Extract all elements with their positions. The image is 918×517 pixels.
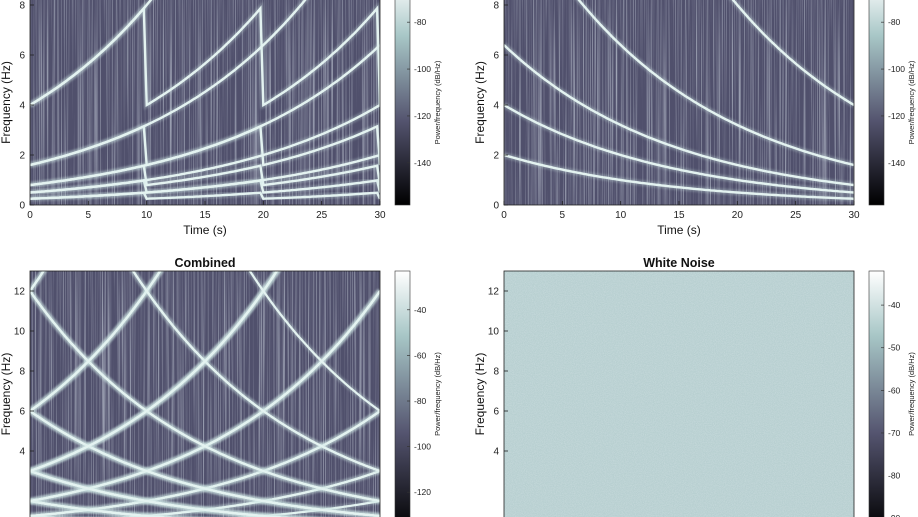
colorbar-tick-label: -90	[888, 513, 901, 517]
chirp-harmonic-2	[30, 44, 380, 187]
chirp-harmonic-0	[504, 153, 854, 200]
x-axis-label: Time (s)	[657, 223, 701, 237]
spectrogram-panel-combined: 4 6 8 10 12 Frequency (Hz) Combined -40 -60 -80 -1…	[0, 256, 442, 517]
y-tick-label: 0	[19, 201, 25, 212]
chirp-harmonic-1	[504, 103, 854, 194]
chirp-harmonic-2	[504, 44, 854, 187]
colorbar-tick-label: -80	[414, 396, 427, 406]
y-axis-label: Frequency (Hz)	[473, 61, 487, 144]
x-tick-label: 25	[316, 210, 328, 221]
spectrogram-panel-white-noise: 4 6 8 10 12 Frequency (Hz) White Noise -40 -50 -6…	[473, 256, 916, 517]
y-tick-label: 8	[493, 367, 499, 378]
colorbar	[868, 0, 885, 206]
chirp-harmonic-1	[30, 103, 380, 194]
y-tick-label: 6	[493, 407, 499, 418]
y-axis-label: Frequency (Hz)	[0, 61, 13, 144]
spectrogram-panel-top-left: 0 5 10 15 20 25 30 0 2 4 6 8 Time (s) Frequency (Hz) -…	[0, 0, 442, 237]
colorbar-label: Power/frequency (dB/Hz)	[433, 60, 442, 144]
y-axis-label: Frequency (Hz)	[473, 353, 487, 436]
y-tick-label: 6	[19, 407, 25, 418]
colorbar-tick-label: -80	[888, 471, 901, 481]
y-tick-label: 10	[488, 327, 500, 338]
y-tick-label: 4	[19, 101, 25, 112]
spectral-tracks	[30, 271, 380, 517]
rising-line-4	[30, 271, 279, 473]
spectral-tracks	[504, 0, 854, 202]
colorbar-tick-label: -40	[888, 300, 901, 310]
x-tick-label: 5	[86, 210, 92, 221]
colorbar-tick-label: -120	[888, 111, 905, 121]
x-tick-label: 30	[848, 210, 860, 221]
plot-texture	[504, 0, 854, 205]
y-tick-label: 4	[19, 447, 25, 458]
colorbar-tick-label: -40	[414, 305, 427, 315]
y-tick-label: 8	[493, 1, 499, 12]
y-tick-label: 2	[493, 151, 499, 162]
colorbar-tick-label: -80	[888, 17, 901, 27]
x-tick-label: 25	[790, 210, 802, 221]
colorbar-tick-label: -100	[888, 64, 905, 74]
x-tick-label: 20	[258, 210, 270, 221]
colorbar-tick-label: -70	[888, 428, 901, 438]
rising-line-4	[30, 271, 162, 412]
x-tick-label: 30	[374, 210, 386, 221]
falling-line-4	[248, 271, 380, 412]
colorbar-tick-label: -120	[414, 111, 431, 121]
y-tick-label: 4	[493, 101, 499, 112]
colorbar	[394, 270, 411, 517]
colorbar-label: Power/frequency (dB/Hz)	[907, 60, 916, 144]
chirp-harmonic-4	[30, 0, 153, 107]
colorbar	[868, 270, 885, 517]
colorbar	[394, 0, 411, 206]
y-tick-label: 2	[19, 151, 25, 162]
chirp-harmonic-3	[577, 0, 854, 167]
x-tick-label: 5	[560, 210, 566, 221]
colorbar-tick-label: -60	[888, 385, 901, 395]
spectral-tracks	[30, 0, 380, 202]
falling-line-3	[30, 499, 172, 517]
plot-texture	[504, 271, 854, 517]
x-tick-label: 20	[732, 210, 744, 221]
x-tick-label: 15	[673, 210, 685, 221]
y-tick-label: 6	[19, 51, 25, 62]
chirp-harmonic-3	[30, 0, 307, 167]
spectrogram-panel-top-right: 0 5 10 15 20 25 30 0 2 4 6 8 Time (s) Frequency (Hz) -…	[473, 0, 916, 237]
y-tick-label: 0	[493, 201, 499, 212]
x-axis-label: Time (s)	[183, 223, 227, 237]
colorbar-tick-label: -100	[414, 64, 431, 74]
colorbar-tick-label: -100	[414, 442, 431, 452]
plot-frame	[29, 270, 381, 517]
falling-line-4	[30, 469, 289, 517]
y-tick-label: 6	[493, 51, 499, 62]
colorbar-tick-label: -60	[414, 350, 427, 360]
chart-title: White Noise	[643, 256, 715, 270]
x-tick-label: 0	[27, 210, 33, 221]
colorbar-label: Power/frequency (dB/Hz)	[907, 352, 916, 436]
colorbar-tick-label: -140	[414, 158, 431, 168]
colorbar-tick-label: -140	[888, 158, 905, 168]
chart-title: Combined	[174, 256, 235, 270]
y-tick-label: 10	[14, 327, 26, 338]
x-tick-label: 10	[141, 210, 153, 221]
x-tick-label: 15	[199, 210, 211, 221]
colorbar-tick-label: -50	[888, 343, 901, 353]
chirp-harmonic-4	[731, 0, 854, 107]
colorbar-tick-label: -120	[414, 487, 431, 497]
x-tick-label: 10	[615, 210, 627, 221]
x-tick-label: 0	[501, 210, 507, 221]
y-tick-label: 8	[19, 1, 25, 12]
plot-frame	[503, 270, 855, 517]
plot-texture	[30, 271, 380, 517]
y-tick-label: 4	[493, 447, 499, 458]
chirp-harmonic-0	[30, 153, 380, 200]
y-tick-label: 12	[14, 287, 26, 298]
y-axis-label: Frequency (Hz)	[0, 353, 13, 436]
colorbar-label: Power/frequency (dB/Hz)	[433, 352, 442, 436]
y-tick-label: 12	[488, 287, 500, 298]
y-tick-label: 8	[19, 367, 25, 378]
colorbar-tick-label: -80	[414, 17, 427, 27]
